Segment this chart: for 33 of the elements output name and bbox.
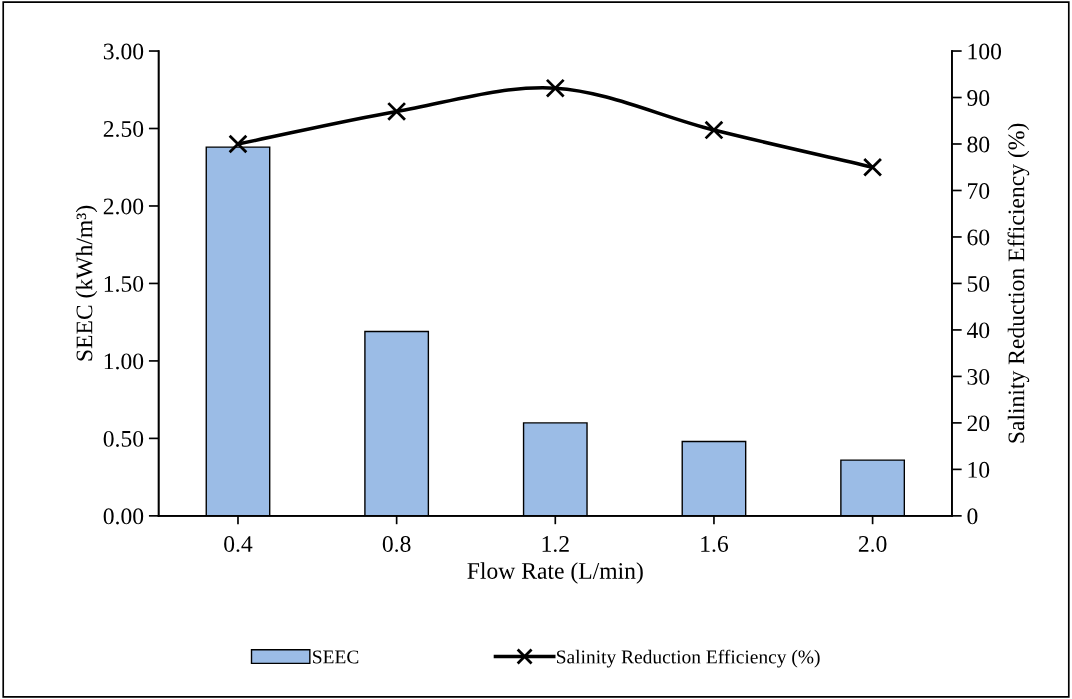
y2-tick-label: 20 [967, 415, 990, 432]
y2-tick-label: 30 [967, 368, 990, 385]
x-tick-label: 1.6 [701, 536, 728, 553]
point [862, 157, 883, 177]
point [704, 120, 724, 140]
x-axis-title: Flow Rate (L/min) [467, 562, 643, 584]
y2-tick-label: 60 [967, 229, 990, 246]
y2-tick-label: 90 [967, 90, 990, 106]
y2-tick-label: 80 [967, 136, 990, 153]
y-axis-title: SEEC (kWh/m³) [75, 205, 98, 361]
y2-tick-label: 100 [968, 43, 1002, 60]
y-tick-label: 0.00 [103, 508, 144, 525]
y2-tick-label: 0 [967, 508, 978, 525]
legend-label: SEEC [313, 650, 359, 664]
y-tick-label: 1.50 [104, 275, 144, 292]
point [228, 134, 248, 154]
x-tick-label: 1.2 [542, 536, 569, 553]
y-tick-label: 3.00 [103, 43, 144, 60]
legend-label: Salinity Reduction Efficiency (%) [557, 649, 820, 668]
y2-tick-label: 10 [968, 461, 990, 478]
y2-tick-label: 50 [967, 275, 990, 292]
y2-tick-label: 70 [968, 182, 990, 199]
point [386, 101, 407, 122]
x-tick-label: 2.0 [858, 535, 887, 553]
y-tick-label: 2.00 [103, 198, 144, 215]
y-tick-label: 2.50 [103, 120, 144, 138]
y-tick-label: 1.00 [104, 353, 144, 370]
x-tick-label: 0.4 [224, 535, 253, 553]
point [545, 78, 566, 98]
x-tick-label: 0.8 [382, 535, 411, 553]
y2-tick-label: 40 [966, 322, 990, 339]
y2-axis-title: Salinity Reduction Efficiency (%) [1007, 123, 1030, 443]
y-tick-label: 0.50 [103, 430, 144, 447]
